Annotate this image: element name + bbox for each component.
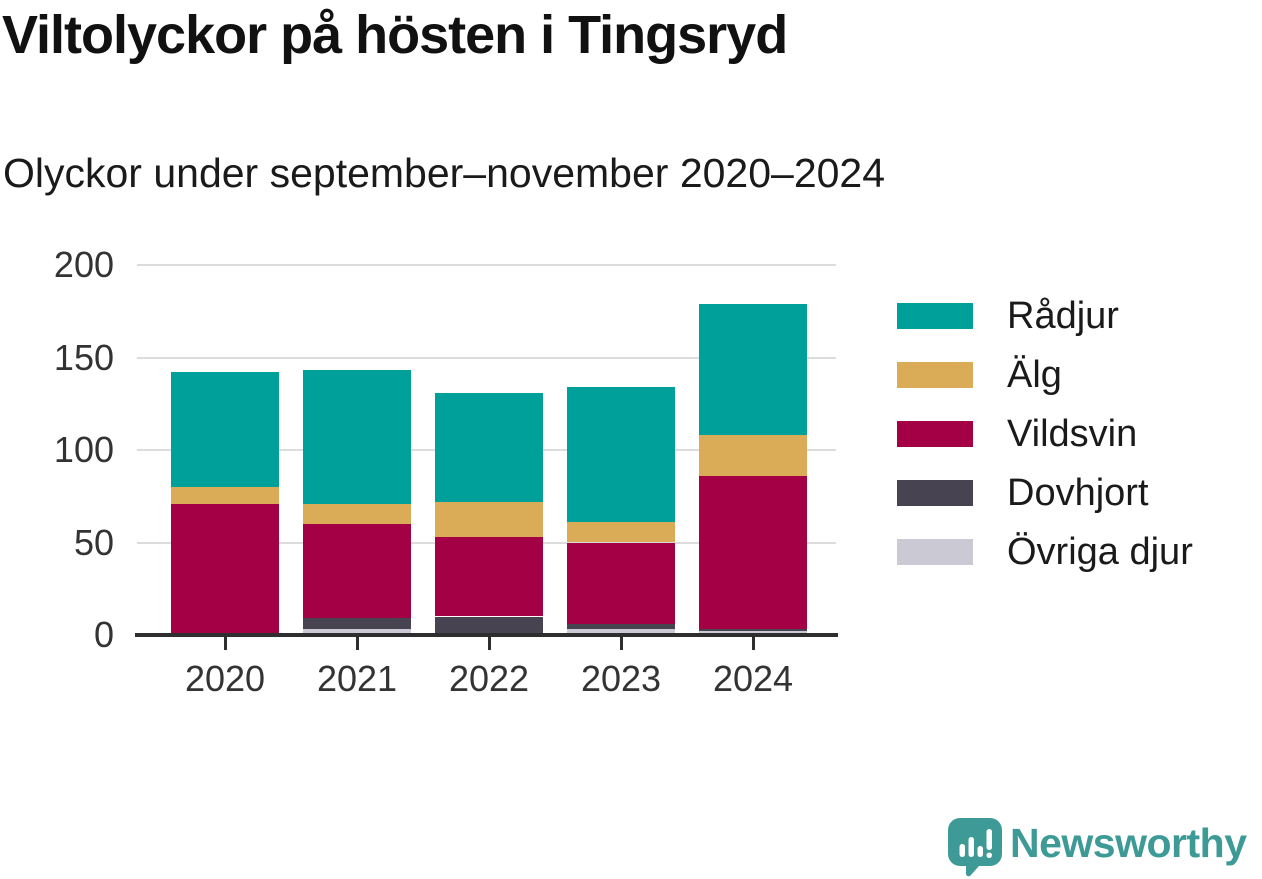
legend-swatch-alg (897, 362, 973, 388)
legend-item-dovhjort: Dovhjort (897, 473, 1237, 513)
gridline (137, 264, 836, 266)
newsworthy-logo-text: Newsworthy (1010, 820, 1247, 866)
bar-2024-alg (699, 435, 807, 476)
bar-2021-alg (303, 503, 411, 524)
legend-item-alg: Älg (897, 355, 1237, 395)
bar-2023-dovhjort (567, 623, 675, 630)
x-axis-tick (223, 637, 227, 650)
bar-chart-speech-bubble-icon (948, 818, 1002, 877)
y-axis-tick-label: 200 (53, 244, 114, 285)
x-axis-tick-label: 2022 (448, 658, 530, 699)
legend-swatch-dovhjort (897, 480, 973, 506)
bar-2021-ovriga-djur (303, 629, 411, 635)
bar-2022-alg (435, 501, 543, 537)
bar-2023-alg (567, 522, 675, 543)
y-axis-tick-label: 150 (53, 336, 114, 378)
x-axis-tick-label: 2021 (316, 658, 398, 699)
x-axis-tick-label: 2024 (712, 658, 794, 699)
legend-label-vildsvin: Vildsvin (1007, 413, 1138, 455)
x-axis-line (135, 633, 838, 637)
x-axis-tick-label: 2023 (580, 658, 662, 699)
bar-2020-radjur (171, 372, 279, 487)
y-axis-tick-label: 0 (93, 614, 114, 655)
legend-item-vildsvin: Vildsvin (897, 414, 1237, 454)
newsworthy-logo: Newsworthy (948, 818, 1260, 877)
bar-2020-vildsvin (171, 503, 279, 635)
y-axis-tick-label: 100 (53, 429, 114, 470)
gridline (137, 356, 836, 359)
bar-2020-alg (171, 487, 279, 504)
bar-2021-radjur (303, 370, 411, 504)
legend-item-radjur: Rådjur (897, 296, 1237, 336)
bar-2022-vildsvin (435, 536, 543, 617)
x-axis-tick (355, 637, 359, 650)
bar-2021-dovhjort (303, 618, 411, 630)
bar-2024-dovhjort (699, 629, 807, 632)
bar-2023-radjur (567, 387, 675, 523)
legend-swatch-ovriga-djur (897, 539, 973, 565)
bar-2022-radjur (435, 392, 543, 502)
x-axis-tick (487, 637, 491, 650)
legend-item-ovriga-djur: Övriga djur (897, 532, 1237, 572)
legend-label-alg: Älg (1007, 354, 1062, 396)
legend-label-radjur: Rådjur (1007, 295, 1119, 337)
x-axis-tick-label: 2020 (184, 658, 266, 699)
y-axis-tick-label: 50 (73, 521, 114, 563)
chart-title: Viltolyckor på hösten i Tingsryd (2, 5, 788, 65)
x-axis-tick (751, 637, 755, 650)
legend-swatch-vildsvin (897, 421, 973, 447)
bar-2022-dovhjort (435, 616, 543, 635)
bar-2024-radjur (699, 303, 807, 436)
x-axis-tick (619, 637, 623, 650)
legend-swatch-radjur (897, 303, 973, 329)
chart-subtitle: Olyckor under september–november 2020–20… (3, 150, 886, 196)
bar-2024-vildsvin (699, 475, 807, 630)
bar-2023-vildsvin (567, 542, 675, 624)
legend-label-dovhjort: Dovhjort (1007, 472, 1149, 514)
legend-label-ovriga-djur: Övriga djur (1007, 531, 1193, 573)
bar-2021-vildsvin (303, 524, 411, 619)
bar-2023-ovriga-djur (567, 629, 675, 635)
